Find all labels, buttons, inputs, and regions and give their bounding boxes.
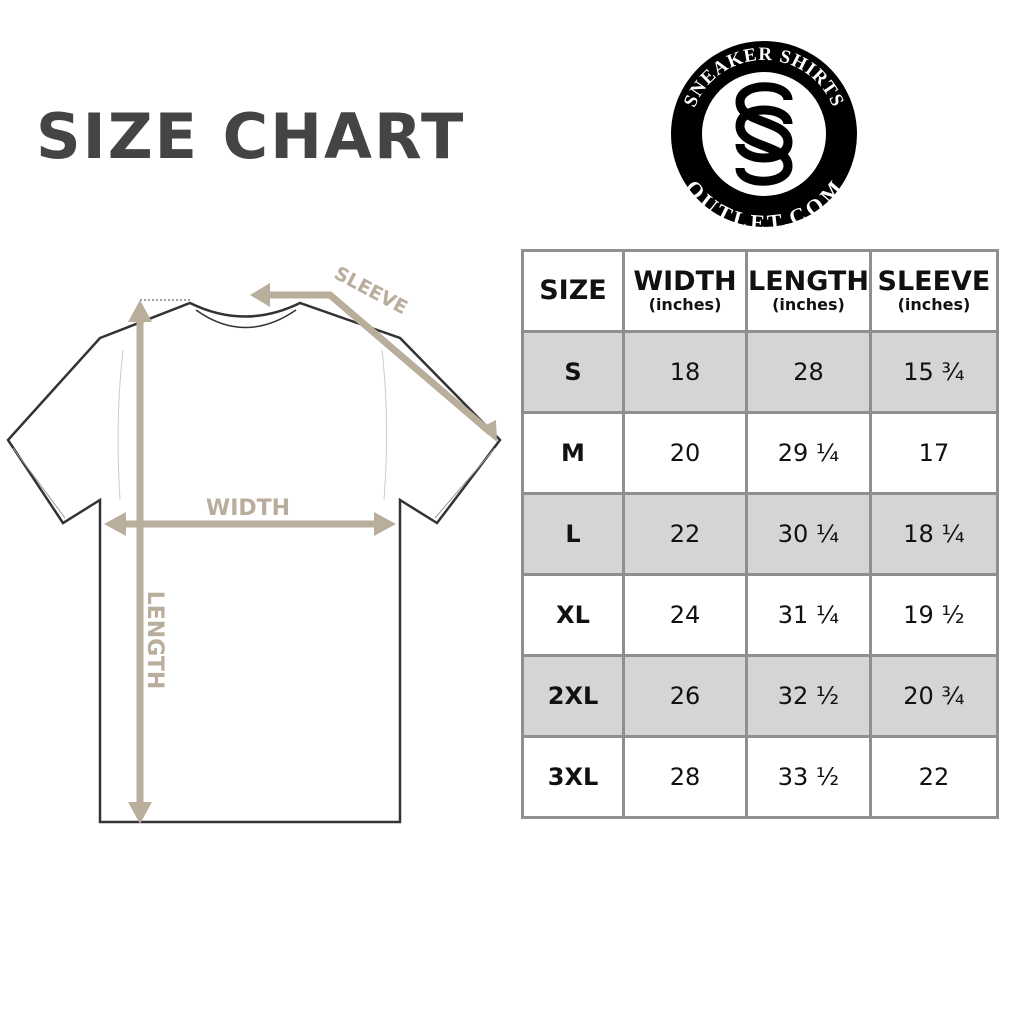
page-title: SIZE CHART [36,100,466,173]
cell-length: 33 ½ [745,735,872,819]
table-row: 3XL 28 33 ½ 22 [521,735,999,819]
cell-size: 3XL [521,735,625,819]
cell-width: 22 [622,492,748,576]
header-length: LENGTH (inches) [745,249,872,333]
cell-width: 24 [622,573,748,657]
header-unit: (inches) [772,295,845,314]
monogram-icon [735,82,793,186]
cell-sleeve: 15 ¾ [868,330,999,414]
header-unit: (inches) [897,295,971,314]
cell-sleeve: 19 ½ [868,573,999,657]
table-row: S 18 28 15 ¾ [521,330,999,414]
header-unit: (inches) [648,295,722,314]
cell-width: 20 [622,411,748,495]
cell-width: 18 [622,330,748,414]
cell-sleeve: 18 ¼ [868,492,999,576]
table-row: L 22 30 ¼ 18 ¼ [521,492,999,576]
cell-size: M [521,411,625,495]
table-header-row: SIZE WIDTH (inches) LENGTH (inches) SLEEVE… [521,249,999,333]
cell-sleeve: 20 ¾ [868,654,999,738]
length-label: LENGTH [142,591,167,690]
header-label: LENGTH [748,266,869,297]
table-row: XL 24 31 ¼ 19 ½ [521,573,999,657]
tshirt-outline [6,299,502,824]
cell-length: 32 ½ [745,654,872,738]
cell-size: XL [521,573,625,657]
header-label: WIDTH [633,266,737,297]
cell-length: 31 ¼ [745,573,872,657]
cell-size: S [521,330,625,414]
header-size: SIZE [521,249,625,333]
header-label: SLEEVE [877,266,991,297]
header-width: WIDTH (inches) [622,249,748,333]
header-label: SIZE [539,275,607,306]
cell-size: 2XL [521,654,625,738]
cell-size: L [521,492,625,576]
cell-sleeve: 22 [868,735,999,819]
brand-logo: SNEAKER SHIRTS OUTLET.COM [671,41,857,230]
cell-width: 26 [622,654,748,738]
header-sleeve: SLEEVE (inches) [868,249,999,333]
table-row: 2XL 26 32 ½ 20 ¾ [521,654,999,738]
cell-width: 28 [622,735,748,819]
cell-length: 30 ¼ [745,492,872,576]
cell-sleeve: 17 [868,411,999,495]
cell-length: 28 [745,330,872,414]
sleeve-label: SLEEVE [331,262,411,319]
table-row: M 20 29 ¼ 17 [521,411,999,495]
sleeve-arrow [262,291,493,435]
tshirt-diagram: WIDTH LENGTH SLEEVE [6,262,502,824]
size-table: SIZE WIDTH (inches) LENGTH (inches) SLEEVE… [521,249,999,819]
width-label: WIDTH [206,496,290,521]
cell-length: 29 ¼ [745,411,872,495]
